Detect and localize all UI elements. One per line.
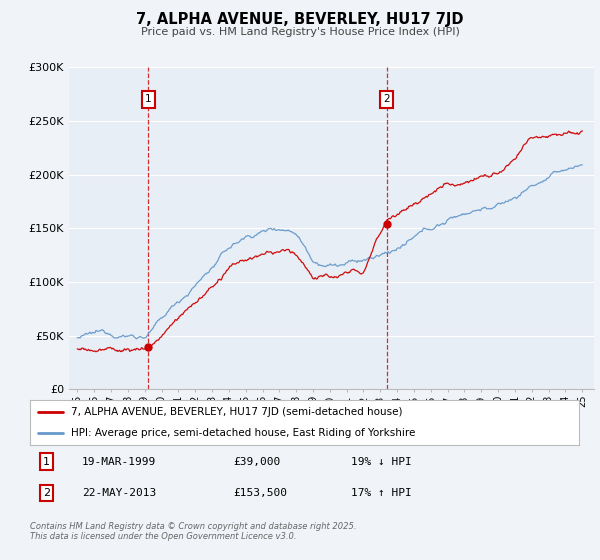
Text: HPI: Average price, semi-detached house, East Riding of Yorkshire: HPI: Average price, semi-detached house,… [71, 428, 416, 438]
Text: 7, ALPHA AVENUE, BEVERLEY, HU17 7JD (semi-detached house): 7, ALPHA AVENUE, BEVERLEY, HU17 7JD (sem… [71, 408, 403, 418]
Text: 22-MAY-2013: 22-MAY-2013 [82, 488, 157, 498]
Text: 19% ↓ HPI: 19% ↓ HPI [351, 456, 412, 466]
Text: 1: 1 [145, 95, 152, 104]
Text: 7, ALPHA AVENUE, BEVERLEY, HU17 7JD: 7, ALPHA AVENUE, BEVERLEY, HU17 7JD [136, 12, 464, 27]
Text: 19-MAR-1999: 19-MAR-1999 [82, 456, 157, 466]
Text: 2: 2 [43, 488, 50, 498]
Text: Price paid vs. HM Land Registry's House Price Index (HPI): Price paid vs. HM Land Registry's House … [140, 27, 460, 37]
Text: £39,000: £39,000 [233, 456, 280, 466]
Text: £153,500: £153,500 [233, 488, 287, 498]
Text: Contains HM Land Registry data © Crown copyright and database right 2025.
This d: Contains HM Land Registry data © Crown c… [30, 522, 356, 542]
Text: 1: 1 [43, 456, 50, 466]
Text: 2: 2 [383, 95, 390, 104]
Text: 17% ↑ HPI: 17% ↑ HPI [351, 488, 412, 498]
